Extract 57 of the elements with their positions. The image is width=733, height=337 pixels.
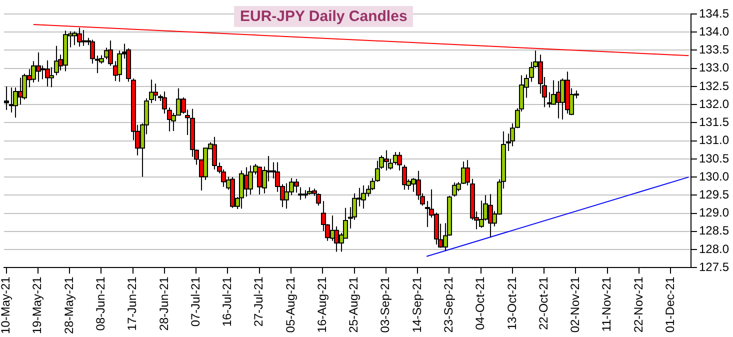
y-tick-label: 131.0 [698,133,730,148]
x-tick-label: 14-Sep-21 [410,276,424,333]
x-tick-label: 01-Dec-21 [662,276,677,333]
y-tick-label: 127.5 [698,260,730,274]
y-tick-label: 130.5 [698,151,730,166]
y-tick-label: 128.0 [698,242,730,256]
candlestick [108,40,113,66]
candlestick [551,80,556,106]
candlestick [465,160,470,186]
candlestick [162,91,167,114]
y-tick-label: 130.0 [698,169,730,184]
candlestick [13,87,18,118]
x-tick-label: 28-May-21 [62,276,76,334]
candlestick [153,83,158,102]
candlestick [117,50,122,82]
candlestick [239,170,244,210]
x-tick-label: 25-Aug-21 [346,276,361,333]
candlestick [452,182,457,198]
x-tick-label: 28-Jun-21 [156,276,171,331]
candlestick [212,136,217,170]
candlestick [4,86,9,111]
candlestick [149,79,154,104]
candlestick [54,45,59,76]
y-tick-label: 133.0 [698,60,730,75]
candlestick [316,192,321,206]
y-tick-label: 134.0 [698,24,730,38]
y-tick-label: 132.5 [698,78,730,93]
x-tick-label: 17-Jun-21 [125,276,140,331]
candlestick [402,164,407,190]
x-tick-label: 05-Aug-21 [283,276,298,333]
y-tick-label: 128.5 [698,224,730,238]
y-tick-label: 129.5 [698,187,730,202]
x-tick-label: 16-Aug-21 [314,276,329,333]
x-tick-label: 08-Jun-21 [93,276,108,331]
x-tick-label: 03-Sep-21 [378,276,392,333]
x-tick-label: 11-Nov-21 [600,276,614,332]
x-tick-label: 02-Nov-21 [568,276,582,333]
y-tick-label: 132.0 [698,96,730,111]
x-tick-label: 23-Sep-21 [441,276,456,333]
candlestick [167,106,172,132]
x-tick-label: 22-Nov-21 [631,276,646,333]
y-tick-label: 129.0 [698,206,730,220]
candlestick [90,39,95,64]
x-tick-label: 16-Jul-21 [220,276,234,327]
x-tick-label: 22-Oct-21 [536,276,550,330]
x-tick-label: 07-Jul-21 [188,276,202,327]
x-tick-label: 10-May-21 [0,276,13,334]
candlestick [49,66,54,88]
x-tick-label: 13-Oct-21 [504,276,519,330]
y-tick-label: 134.5 [698,6,730,20]
x-tick-label: 04-Oct-21 [473,276,488,330]
y-tick-label: 133.5 [698,42,730,57]
x-tick-label: 19-May-21 [30,276,44,334]
y-tick-label: 131.5 [698,115,730,130]
x-tick-label: 27-Jul-21 [252,276,266,327]
candlestick [397,152,402,172]
chart-title: EUR-JPY Daily Candles [234,6,414,27]
